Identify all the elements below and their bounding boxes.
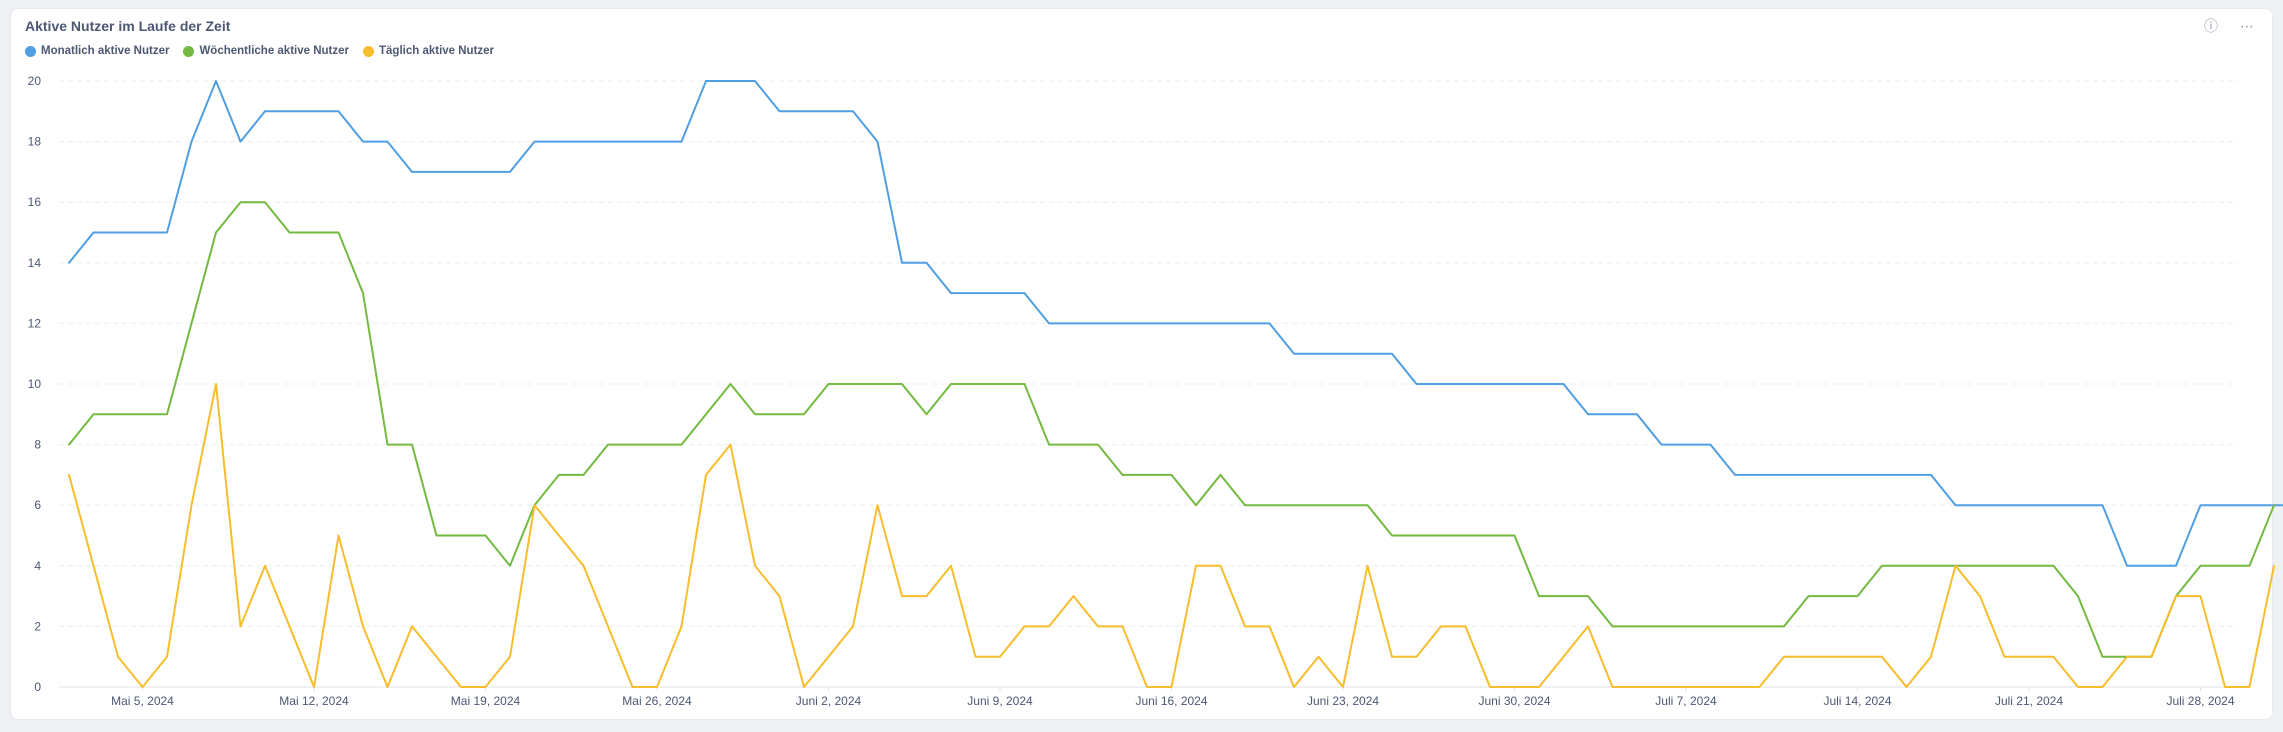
legend-label-weekly: Wöchentliche aktive Nutzer <box>199 45 349 57</box>
y-tick-label: 20 <box>28 74 42 88</box>
x-tick-label: Juni 9, 2024 <box>967 694 1033 708</box>
series-line-2 <box>68 201 2275 658</box>
legend-item-weekly[interactable]: Wöchentliche aktive Nutzer <box>183 45 349 57</box>
card-actions: ⓘ ⋯ <box>2204 19 2254 33</box>
legend-dot-monthly <box>25 45 36 57</box>
x-tick-label: Juli 7, 2024 <box>1655 694 1717 708</box>
x-tick-label: Juni 2, 2024 <box>796 694 862 708</box>
x-tick-label: Juli 14, 2024 <box>1823 694 1891 708</box>
y-tick-label: 4 <box>34 559 41 573</box>
chart-legend: Monatlich aktive Nutzer Wöchentliche akt… <box>25 45 494 57</box>
y-tick-label: 6 <box>34 498 41 512</box>
card-title: Aktive Nutzer im Laufe der Zeit <box>25 18 231 34</box>
x-tick-label: Mai 12, 2024 <box>279 694 349 708</box>
y-tick-label: 0 <box>34 680 41 694</box>
y-tick-label: 10 <box>28 377 42 391</box>
x-tick-label: Juni 16, 2024 <box>1135 694 1207 708</box>
y-tick-label: 8 <box>34 438 41 452</box>
info-icon[interactable]: ⓘ <box>2204 18 2218 34</box>
legend-label-monthly: Monatlich aktive Nutzer <box>41 45 170 57</box>
legend-item-daily[interactable]: Täglich aktive Nutzer <box>363 45 494 57</box>
y-tick-label: 18 <box>28 135 42 149</box>
y-tick-label: 2 <box>34 619 41 633</box>
legend-dot-weekly <box>183 45 195 57</box>
x-tick-label: Juni 30, 2024 <box>1478 694 1550 708</box>
x-tick-label: Juni 23, 2024 <box>1307 694 1379 708</box>
legend-dot-daily <box>363 45 374 57</box>
x-tick-label: Juli 21, 2024 <box>1995 694 2063 708</box>
x-tick-label: Mai 5, 2024 <box>111 694 174 708</box>
series-line-3 <box>68 383 2275 688</box>
y-tick-label: 14 <box>28 256 42 270</box>
chart-card: Aktive Nutzer im Laufe der Zeit Monatlic… <box>10 8 2273 720</box>
legend-label-daily: Täglich aktive Nutzer <box>379 45 495 57</box>
x-tick-label: Mai 26, 2024 <box>622 694 692 708</box>
more-options-icon[interactable]: ⋯ <box>2240 18 2254 34</box>
y-tick-label: 12 <box>28 316 42 330</box>
series-line-1 <box>68 80 2283 567</box>
x-tick-label: Mai 19, 2024 <box>451 694 521 708</box>
x-tick-label: Juli 28, 2024 <box>2166 694 2234 708</box>
y-tick-label: 16 <box>28 195 42 209</box>
legend-item-monthly[interactable]: Monatlich aktive Nutzer <box>25 45 169 57</box>
